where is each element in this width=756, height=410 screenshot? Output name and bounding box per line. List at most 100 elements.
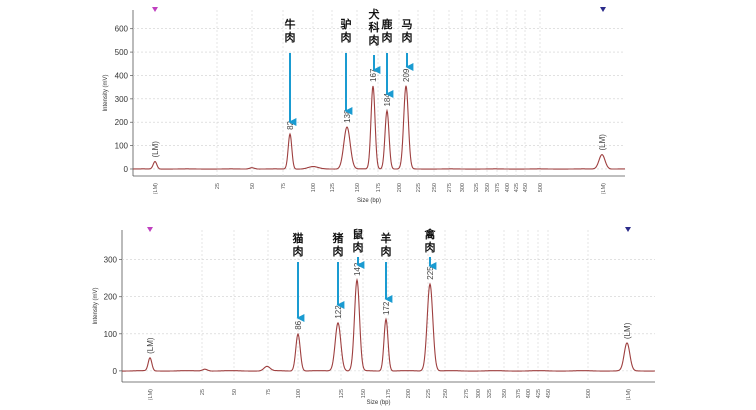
annotation-char: 肉 [293,244,304,258]
x-tick-label: 200 [397,183,403,192]
ladder-marker-left [147,227,153,232]
ladder-marker-left [152,7,158,12]
peak-annotation: 猪肉 [332,231,345,309]
chart-panel-1: 0 100 200 300 400 500 600 25 50 75 100 125 150 175 200… [103,7,626,204]
annotation-char: 羊 [381,231,392,245]
peak-label: 225 [426,266,435,280]
annotation-char: 鼠 [353,227,364,241]
y-tick-label: 500 [115,48,129,57]
x-tick-label: 175 [386,389,392,398]
peak-label: 209 [402,68,411,82]
peak-label: (LM) [598,134,607,151]
x-tick-label: 400 [505,183,511,192]
peak-label: 122 [334,305,343,319]
x-tick-label: 125 [339,389,345,398]
x-tick-label: 50 [250,183,256,189]
annotation-char: 猫 [293,231,304,245]
peak-label: (LM) [146,337,155,354]
x-tick-label: 50 [232,389,238,395]
x-tick-label: 100 [311,183,317,192]
peak-label: 138 [343,109,352,123]
x-tick-label: 150 [361,389,367,398]
annotation-char: 肉 [369,33,380,47]
x-tick-label: 450 [523,183,529,192]
x-end-label: (LM) [601,183,607,194]
ladder-marker-right [600,7,606,12]
y-tick-label: 100 [115,142,129,151]
y-axis-label: Intensity (mV) [93,287,99,324]
peak-label: 86 [294,320,303,329]
trace-line [122,277,655,372]
x-axis-label: Size (bp) [357,198,381,204]
y-tick-label: 200 [115,118,129,127]
y-tick-label: 300 [115,95,129,104]
peak-label: (LM) [623,322,632,339]
peak-annotation: 牛肉 [285,17,297,126]
x-tick-label: 500 [586,389,592,398]
annotation-char: 肉 [285,30,296,44]
x-tick-label: 75 [281,183,287,189]
peak-label: 142 [353,262,362,276]
annotation-char: 肉 [353,240,364,254]
x-end-label: (LM) [148,389,154,400]
x-tick-label: 275 [447,183,453,192]
x-tick-label: 175 [376,183,382,192]
y-axis-label: Intensity (mV) [103,74,109,111]
annotation-char: 驴 [341,17,352,31]
annotation-char: 禽 [424,227,437,241]
annotation-char: 科 [369,20,380,34]
x-tick-label: 200 [406,389,412,398]
annotation-char: 鹿 [382,17,393,31]
annotation-char: 肉 [382,30,393,44]
x-tick-label: 225 [416,183,422,192]
annotation-char: 马 [402,18,413,31]
x-axis-label: Size (bp) [366,400,390,406]
x-tick-label: 275 [464,389,470,398]
x-tick-label: 25 [215,183,221,189]
peak-annotation: 驴肉 [341,17,353,115]
x-tick-label: 25 [200,389,206,395]
peak-annotation: 禽肉 [424,227,437,270]
x-tick-label: 75 [266,389,272,395]
peak-label: 184 [383,93,392,107]
x-tick-label: 325 [474,183,480,192]
annotation-char: 肉 [381,244,392,258]
x-tick-label: 500 [538,183,544,192]
y-tick-label: 0 [124,165,129,174]
x-tick-label: 250 [432,183,438,192]
annotation-char: 犬 [369,7,381,21]
y-tick-label: 100 [104,330,118,339]
peak-label: 167 [369,68,378,82]
peak-annotation: 猫肉 [293,231,305,322]
y-tick-label: 400 [115,71,129,80]
y-tick-label: 300 [104,256,118,265]
y-tick-label: 600 [115,25,129,34]
peak-annotation: 羊肉 [381,231,393,303]
x-end-label: (LM) [153,183,159,194]
x-tick-label: 225 [426,389,432,398]
ladder-marker-right [625,227,631,232]
x-tick-label: 100 [296,389,302,398]
peak-annotation: 马肉 [402,18,414,71]
x-tick-label: 375 [495,183,501,192]
x-tick-label: 350 [502,389,508,398]
peak-annotation: 犬科肉 [369,7,381,74]
annotation-char: 牛 [285,17,296,31]
peak-label: 172 [382,301,391,315]
x-tick-label: 250 [443,389,449,398]
x-tick-label: 425 [514,183,520,192]
x-tick-label: 450 [546,389,552,398]
peak-annotation: 鹿肉 [382,17,394,98]
annotation-char: 猪 [332,231,344,245]
x-tick-label: 350 [485,183,491,192]
annotation-char: 肉 [425,240,436,254]
x-tick-label: 425 [536,389,542,398]
annotation-char: 肉 [333,244,344,258]
x-tick-label: 125 [330,183,336,192]
y-tick-label: 0 [113,367,118,376]
peak-label: (LM) [151,141,160,158]
x-tick-label: 150 [355,183,361,192]
x-end-label: (LM) [626,389,632,400]
